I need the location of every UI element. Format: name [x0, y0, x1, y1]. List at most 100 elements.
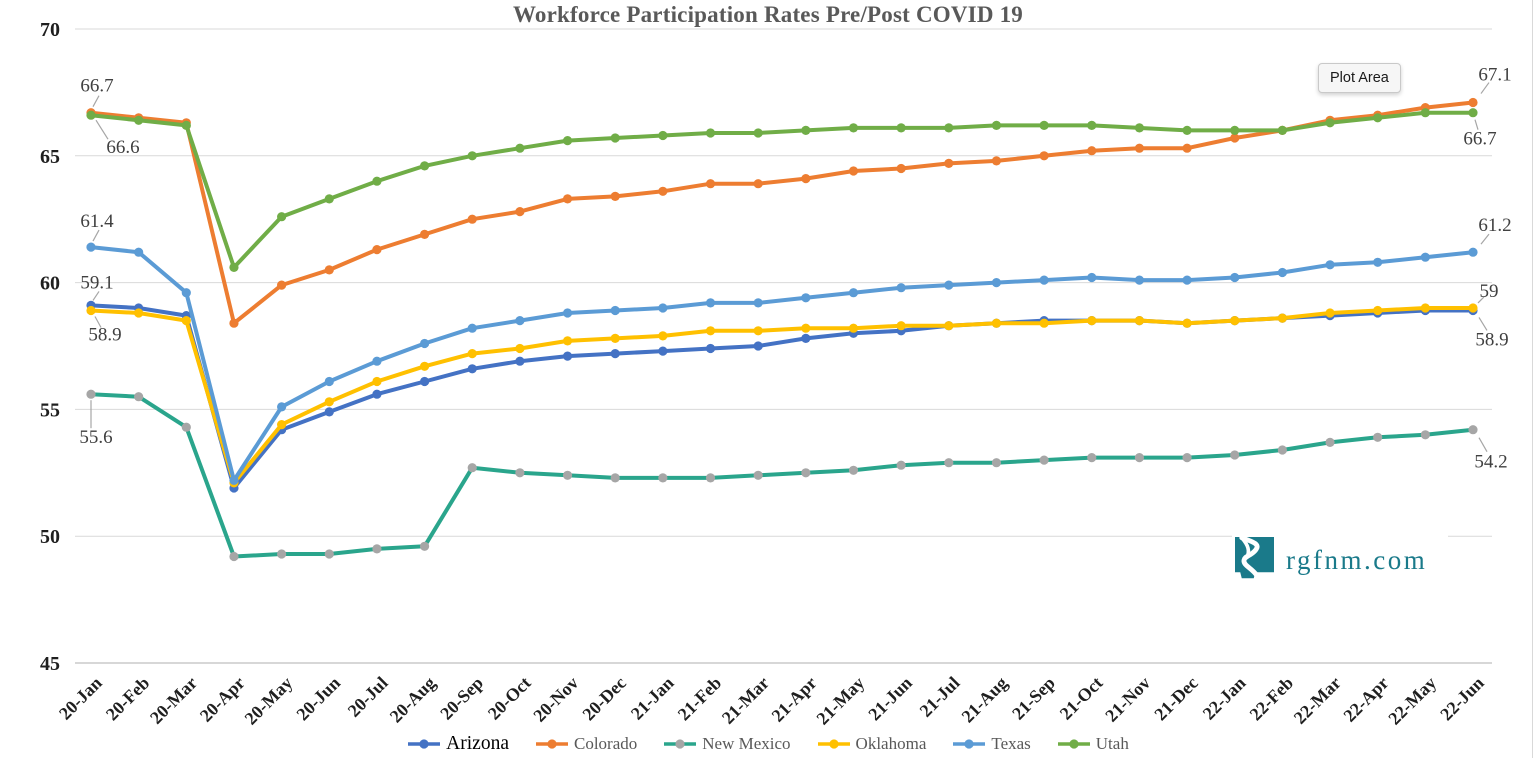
- data-point[interactable]: [134, 308, 144, 318]
- data-point[interactable]: [1230, 272, 1240, 283]
- data-point[interactable]: [705, 179, 716, 189]
- data-point[interactable]: [372, 356, 382, 366]
- legend-item-colorado[interactable]: Colorado: [535, 734, 637, 754]
- data-point[interactable]: [1039, 455, 1049, 465]
- data-point[interactable]: [134, 247, 144, 257]
- data-point[interactable]: [801, 293, 811, 303]
- data-point[interactable]: [467, 323, 477, 333]
- data-point[interactable]: [324, 397, 334, 407]
- data-point[interactable]: [896, 123, 906, 133]
- data-point[interactable]: [1277, 125, 1287, 135]
- data-point[interactable]: [1468, 425, 1478, 435]
- data-point[interactable]: [658, 130, 668, 141]
- data-point[interactable]: [848, 123, 859, 133]
- data-point[interactable]: [1420, 252, 1430, 262]
- data-point[interactable]: [1373, 432, 1383, 442]
- data-point[interactable]: [991, 458, 1002, 468]
- data-point[interactable]: [419, 541, 430, 551]
- data-point[interactable]: [419, 161, 430, 171]
- data-point[interactable]: [1420, 108, 1430, 118]
- data-point[interactable]: [658, 346, 668, 356]
- data-point[interactable]: [801, 468, 811, 478]
- data-point[interactable]: [944, 280, 954, 290]
- data-point[interactable]: [1039, 318, 1049, 328]
- data-point[interactable]: [1325, 118, 1335, 128]
- data-point[interactable]: [324, 194, 334, 204]
- legend-item-texas[interactable]: Texas: [952, 734, 1031, 754]
- data-point[interactable]: [658, 186, 668, 196]
- data-point[interactable]: [658, 473, 668, 483]
- data-point[interactable]: [801, 323, 811, 333]
- data-point[interactable]: [896, 321, 906, 331]
- legend-item-oklahoma[interactable]: Oklahoma: [817, 734, 926, 754]
- data-point[interactable]: [1087, 120, 1097, 130]
- data-point[interactable]: [1468, 108, 1478, 118]
- data-point[interactable]: [134, 115, 144, 125]
- data-point[interactable]: [1134, 143, 1145, 153]
- data-point[interactable]: [181, 120, 191, 130]
- data-point[interactable]: [419, 338, 430, 349]
- legend-item-utah[interactable]: Utah: [1057, 734, 1129, 754]
- data-point[interactable]: [658, 331, 668, 341]
- data-point[interactable]: [277, 420, 287, 430]
- data-point[interactable]: [705, 343, 716, 354]
- data-point[interactable]: [753, 470, 763, 480]
- data-point[interactable]: [801, 125, 811, 135]
- data-point[interactable]: [467, 349, 477, 359]
- data-point[interactable]: [705, 298, 716, 308]
- data-point[interactable]: [658, 303, 668, 313]
- data-point[interactable]: [610, 333, 620, 343]
- data-point[interactable]: [1373, 305, 1383, 316]
- data-point[interactable]: [610, 305, 620, 316]
- data-point[interactable]: [515, 143, 525, 153]
- data-point[interactable]: [1373, 257, 1383, 267]
- data-point[interactable]: [419, 361, 430, 371]
- data-point[interactable]: [419, 376, 430, 387]
- data-point[interactable]: [944, 158, 954, 168]
- data-point[interactable]: [610, 349, 620, 359]
- data-point[interactable]: [610, 133, 620, 143]
- data-point[interactable]: [944, 458, 954, 468]
- data-point[interactable]: [1182, 275, 1192, 285]
- data-point[interactable]: [277, 549, 287, 559]
- data-point[interactable]: [1420, 303, 1430, 313]
- data-point[interactable]: [1182, 125, 1192, 135]
- data-point[interactable]: [1087, 453, 1097, 463]
- data-point[interactable]: [1182, 143, 1192, 153]
- data-point[interactable]: [753, 298, 763, 308]
- data-point[interactable]: [1134, 123, 1145, 133]
- data-point[interactable]: [86, 389, 96, 399]
- series-line-oklahoma[interactable]: [89, 306, 1475, 485]
- data-point[interactable]: [229, 318, 239, 328]
- series-line-new-mexico[interactable]: [89, 392, 1475, 559]
- data-point[interactable]: [467, 364, 477, 374]
- data-point[interactable]: [1230, 450, 1240, 460]
- data-point[interactable]: [1182, 453, 1192, 463]
- data-point[interactable]: [86, 110, 96, 120]
- data-point[interactable]: [467, 463, 477, 473]
- data-point[interactable]: [944, 321, 954, 331]
- data-point[interactable]: [1277, 445, 1287, 455]
- data-point[interactable]: [801, 333, 811, 343]
- data-point[interactable]: [515, 356, 525, 366]
- data-point[interactable]: [1087, 272, 1097, 283]
- data-point[interactable]: [1230, 125, 1240, 135]
- data-point[interactable]: [372, 389, 382, 399]
- data-point[interactable]: [1325, 260, 1335, 270]
- data-point[interactable]: [1468, 303, 1478, 313]
- series-line-texas[interactable]: [89, 245, 1475, 483]
- data-point[interactable]: [848, 166, 859, 176]
- data-point[interactable]: [753, 179, 763, 189]
- data-point[interactable]: [610, 191, 620, 201]
- data-point[interactable]: [229, 262, 239, 272]
- data-point[interactable]: [1087, 316, 1097, 326]
- data-point[interactable]: [229, 551, 239, 562]
- data-point[interactable]: [705, 128, 716, 138]
- data-point[interactable]: [562, 194, 573, 204]
- data-point[interactable]: [86, 305, 96, 316]
- data-point[interactable]: [1039, 275, 1049, 285]
- data-point[interactable]: [562, 351, 573, 361]
- data-point[interactable]: [562, 336, 573, 346]
- data-point[interactable]: [1134, 316, 1145, 326]
- data-point[interactable]: [324, 407, 334, 417]
